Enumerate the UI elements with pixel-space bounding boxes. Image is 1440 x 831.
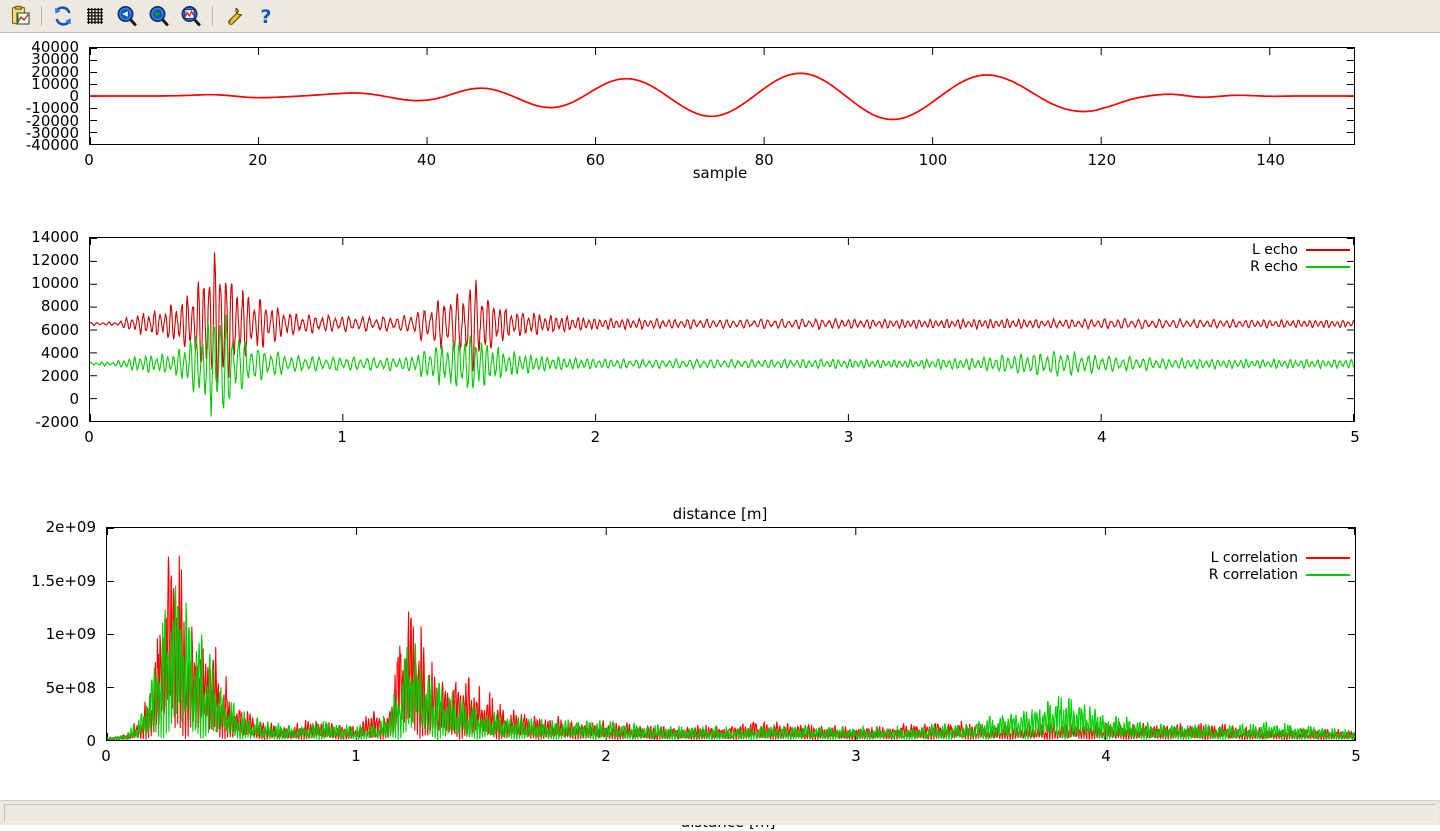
echo-plot[interactable]: -2000 0 2000 4000 6000 8000 10000 12000 14000 0 1… [0,185,1440,523]
chirp-plot-frame[interactable] [89,47,1355,145]
y-tick-label: 4000 [40,343,79,362]
magnifier-left-arrow-icon [117,6,137,26]
x-tick-label: 1 [351,747,361,765]
y-tick-label: 10000 [31,74,79,93]
question-mark-icon: ? [260,6,271,27]
svg-text:?: ? [260,6,271,27]
y-tick-label: -40000 [25,136,79,154]
x-tick-label: 40 [417,151,437,169]
r-correlation-trace [107,585,1355,740]
y-tick-label: 2000 [40,366,79,385]
echo-plot-x-axis-title: distance [m] [672,505,768,523]
y-tick-label: 30000 [31,50,79,69]
clipboard-chart-icon [11,5,30,25]
x-tick-label: 3 [851,747,861,765]
magnifier-autoscale-icon [181,6,201,26]
correlation-plot[interactable]: 0 5e+08 1e+09 1.5e+09 2e+09 0 1 2 3 4 5 distance … [0,493,1440,831]
correlation-plot-canvas [107,528,1355,740]
y-tick-label: 5e+08 [45,678,96,697]
status-bar [0,800,1440,825]
y-tick-label: -20000 [25,111,79,130]
legend-item-r-echo[interactable]: R echo [1150,258,1350,275]
chirp-plot-x-axis-title: sample [692,164,748,182]
x-tick-label: 3 [843,428,854,446]
zoom-next-button[interactable] [144,2,174,31]
x-tick-label: 140 [1256,151,1285,169]
chirp-plot-canvas [90,48,1354,144]
y-tick-label: 1.5e+09 [31,571,96,590]
legend-label-l-echo: L echo [1252,241,1298,258]
wrench-icon [228,7,243,25]
legend-item-l-correlation[interactable]: L correlation [1130,549,1350,566]
legend-item-l-echo[interactable]: L echo [1150,241,1350,258]
legend-label-r-correlation: R correlation [1208,566,1298,583]
legend-item-r-correlation[interactable]: R correlation [1130,566,1350,583]
chirp-trace [90,72,1354,121]
toolbar: ? [0,0,1440,33]
x-tick-label: 80 [754,151,774,169]
replot-button[interactable] [48,2,78,31]
correlation-plot-legend[interactable]: L correlation R correlation [1130,549,1350,583]
chirp-plot[interactable]: -40000 -30000 -20000 -10000 0 10000 20000 30000… [0,33,1440,185]
x-tick-label: 2 [601,747,611,765]
r-echo-trace [90,314,1354,417]
l-correlation-trace [107,555,1355,740]
x-tick-label: 4 [1101,747,1111,765]
y-tick-label: 2e+09 [45,518,96,536]
echo-plot-canvas [90,238,1354,421]
y-tick-label: 12000 [31,251,79,270]
zoom-previous-button[interactable] [112,2,142,31]
y-tick-label: 14000 [31,228,79,246]
y-tick-label: -2000 [35,413,79,431]
help-button[interactable]: ? [251,2,281,31]
copy-to-clipboard-button[interactable] [5,2,35,31]
toolbar-separator-1 [41,6,42,26]
x-tick-label: 100 [918,151,948,169]
magnifier-right-arrow-icon [149,6,169,26]
echo-plot-frame[interactable] [89,237,1355,422]
x-tick-label: 5 [1351,747,1361,765]
legend-swatch-r-correlation [1306,573,1350,576]
x-tick-label: 60 [585,151,605,169]
x-tick-label: 2 [590,428,601,446]
correlation-plot-frame[interactable] [106,527,1356,741]
y-tick-label: 8000 [40,297,79,316]
y-tick-label: 10000 [31,274,79,293]
legend-swatch-l-correlation [1306,556,1350,559]
settings-button[interactable] [219,2,249,31]
legend-label-r-echo: R echo [1250,258,1298,275]
toolbar-separator-2 [212,6,213,26]
plot-stack: -40000 -30000 -20000 -10000 0 10000 20000 30000… [0,33,1440,831]
x-tick-label: 0 [84,151,94,169]
y-tick-label: 40000 [31,38,79,56]
status-bar-text [4,804,1436,822]
y-tick-label: 1e+09 [45,625,96,643]
x-tick-label: 120 [1087,151,1117,169]
autoscale-button[interactable] [176,2,206,31]
y-tick-label: -10000 [25,99,79,118]
x-tick-label: 5 [1350,428,1360,446]
x-tick-label: 4 [1097,428,1107,446]
x-tick-label: 1 [337,428,347,446]
refresh-icon [55,6,71,26]
y-tick-label: 6000 [40,320,79,339]
legend-swatch-r-echo [1306,265,1350,268]
y-tick-label: 0 [86,732,96,750]
grid-toggle-button[interactable] [80,2,110,31]
x-tick-label: 0 [84,428,94,446]
x-tick-label: 20 [248,151,268,169]
legend-swatch-l-echo [1306,248,1350,251]
legend-label-l-correlation: L correlation [1210,549,1298,566]
y-tick-label: -30000 [25,123,79,142]
y-tick-label: 0 [69,87,79,105]
echo-plot-legend[interactable]: L echo R echo [1150,241,1350,275]
y-tick-label: 0 [69,389,79,408]
x-tick-label: 0 [101,747,111,765]
y-tick-label: 20000 [31,62,79,81]
l-echo-trace [90,252,1354,384]
grid-icon [87,8,103,24]
